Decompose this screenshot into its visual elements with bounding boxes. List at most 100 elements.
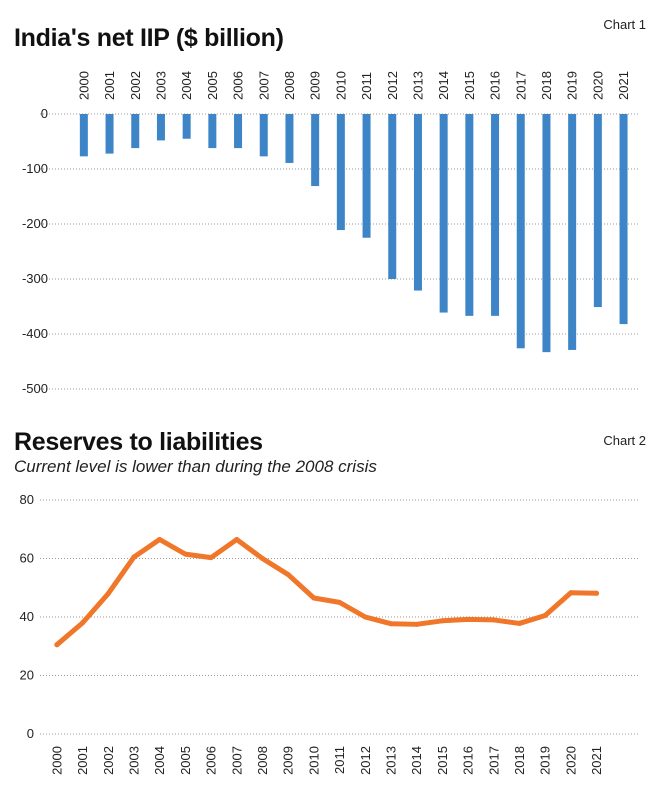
x-tick-label: 2015 xyxy=(462,71,477,100)
chart-2-panel: 0 20 40 60 80 2000 2001 2002 2003 2004 2005 2006 200… xyxy=(0,420,660,803)
y-tick-label: 20 xyxy=(20,668,34,683)
bar xyxy=(491,114,500,316)
bar xyxy=(285,114,294,163)
bar xyxy=(593,114,602,308)
bar xyxy=(131,114,140,149)
bar xyxy=(362,114,371,238)
y-tick-label: -500 xyxy=(22,381,48,396)
x-tick-label: 2008 xyxy=(255,746,270,775)
x-tick-label: 2007 xyxy=(256,71,271,100)
x-tick-label: 2014 xyxy=(436,71,451,100)
data-point xyxy=(285,572,291,578)
bar xyxy=(79,114,88,157)
chart-2-tag: Chart 2 xyxy=(603,433,646,448)
chart-2-title: Reserves to liabilities xyxy=(14,428,263,456)
x-tick-label: 2004 xyxy=(152,746,167,775)
data-point xyxy=(465,616,471,622)
bar xyxy=(465,114,474,316)
x-tick-label: 2017 xyxy=(513,71,528,100)
x-tick-label: 2007 xyxy=(229,746,244,775)
x-tick-label: 2018 xyxy=(512,746,527,775)
data-point xyxy=(439,618,445,624)
bar xyxy=(413,114,422,291)
x-tick-label: 2011 xyxy=(332,746,347,774)
data-point xyxy=(362,614,368,620)
chart-1-panel: 0 -100 -200 -300 -400 -500 2000 2001 2002 2003 200… xyxy=(14,17,646,396)
y-tick-label: -100 xyxy=(22,161,48,176)
x-tick-label: 2001 xyxy=(75,746,90,775)
bar xyxy=(259,114,268,157)
chart-1-title: India's net IIP ($ billion) xyxy=(14,24,284,52)
bar xyxy=(105,114,114,154)
bar xyxy=(234,114,243,149)
y-tick-label: -300 xyxy=(22,271,48,286)
bar xyxy=(619,114,628,325)
x-tick-label: 2006 xyxy=(204,746,219,775)
x-tick-label: 2019 xyxy=(565,71,580,100)
x-tick-label: 2012 xyxy=(358,746,373,775)
data-point xyxy=(131,554,137,560)
data-point xyxy=(157,536,163,542)
bar xyxy=(311,114,320,187)
x-tick-label: 2005 xyxy=(205,71,220,100)
x-tick-label: 2012 xyxy=(385,71,400,100)
x-tick-label: 2013 xyxy=(383,746,398,775)
y-tick-label: 40 xyxy=(20,609,34,624)
x-tick-label: 2004 xyxy=(179,71,194,100)
x-tick-label: 2009 xyxy=(281,746,296,775)
x-tick-label: 2016 xyxy=(488,71,503,100)
data-point xyxy=(208,555,214,561)
x-tick-label: 2019 xyxy=(538,746,553,775)
x-tick-label: 2003 xyxy=(153,71,168,100)
data-point xyxy=(568,590,574,596)
y-tick-label: -400 xyxy=(22,326,48,341)
bar xyxy=(336,114,345,231)
x-tick-label: 2001 xyxy=(102,71,117,100)
x-tick-label: 2000 xyxy=(76,71,91,100)
bar xyxy=(568,114,577,350)
data-point xyxy=(542,613,548,619)
x-tick-label: 2002 xyxy=(128,71,143,100)
y-tick-label: 0 xyxy=(41,106,48,121)
data-point xyxy=(234,536,240,542)
y-tick-label: -200 xyxy=(22,216,48,231)
x-tick-label: 2014 xyxy=(409,746,424,775)
x-tick-label: 2002 xyxy=(101,746,116,775)
x-tick-label: 2003 xyxy=(126,746,141,775)
series-line xyxy=(54,536,600,648)
x-tick-label: 2015 xyxy=(435,746,450,775)
x-tick-label: 2000 xyxy=(49,746,64,775)
data-point xyxy=(594,590,600,596)
bar xyxy=(156,114,165,141)
x-tick-label: 2020 xyxy=(563,746,578,775)
bar xyxy=(439,114,448,313)
x-tick-label: 2010 xyxy=(306,746,321,775)
x-tick-label: 2010 xyxy=(333,71,348,100)
x-tick-label: 2013 xyxy=(410,71,425,100)
x-tick-label: 2021 xyxy=(589,746,604,775)
chart-2-subtitle: Current level is lower than during the 2… xyxy=(14,457,377,476)
bar xyxy=(542,114,551,353)
bar xyxy=(516,114,525,349)
y-tick-label: 60 xyxy=(20,551,34,566)
x-tick-label: 2009 xyxy=(308,71,323,100)
data-point xyxy=(259,556,265,561)
chart-2-plot: 0 20 40 60 80 2000 2001 2002 2003 2004 2005 2006 200… xyxy=(20,492,640,775)
chart-1-plot: 0 -100 -200 -300 -400 -500 2000 2001 2002 2003 200… xyxy=(22,71,640,396)
data-point xyxy=(516,620,522,626)
x-tick-label: 2006 xyxy=(231,71,246,100)
data-point xyxy=(182,551,188,557)
bar xyxy=(182,114,191,139)
y-tick-label: 80 xyxy=(20,492,34,507)
x-tick-label: 2021 xyxy=(616,71,631,100)
data-point xyxy=(311,595,317,601)
data-point xyxy=(414,621,420,627)
data-point xyxy=(337,599,343,605)
x-tick-label: 2011 xyxy=(359,72,374,100)
x-tick-label: 2016 xyxy=(461,746,476,775)
x-tick-label: 2005 xyxy=(178,746,193,775)
x-tick-label: 2008 xyxy=(282,71,297,100)
data-point xyxy=(54,642,60,648)
x-tick-label: 2017 xyxy=(486,746,501,775)
x-tick-label: 2020 xyxy=(590,71,605,100)
